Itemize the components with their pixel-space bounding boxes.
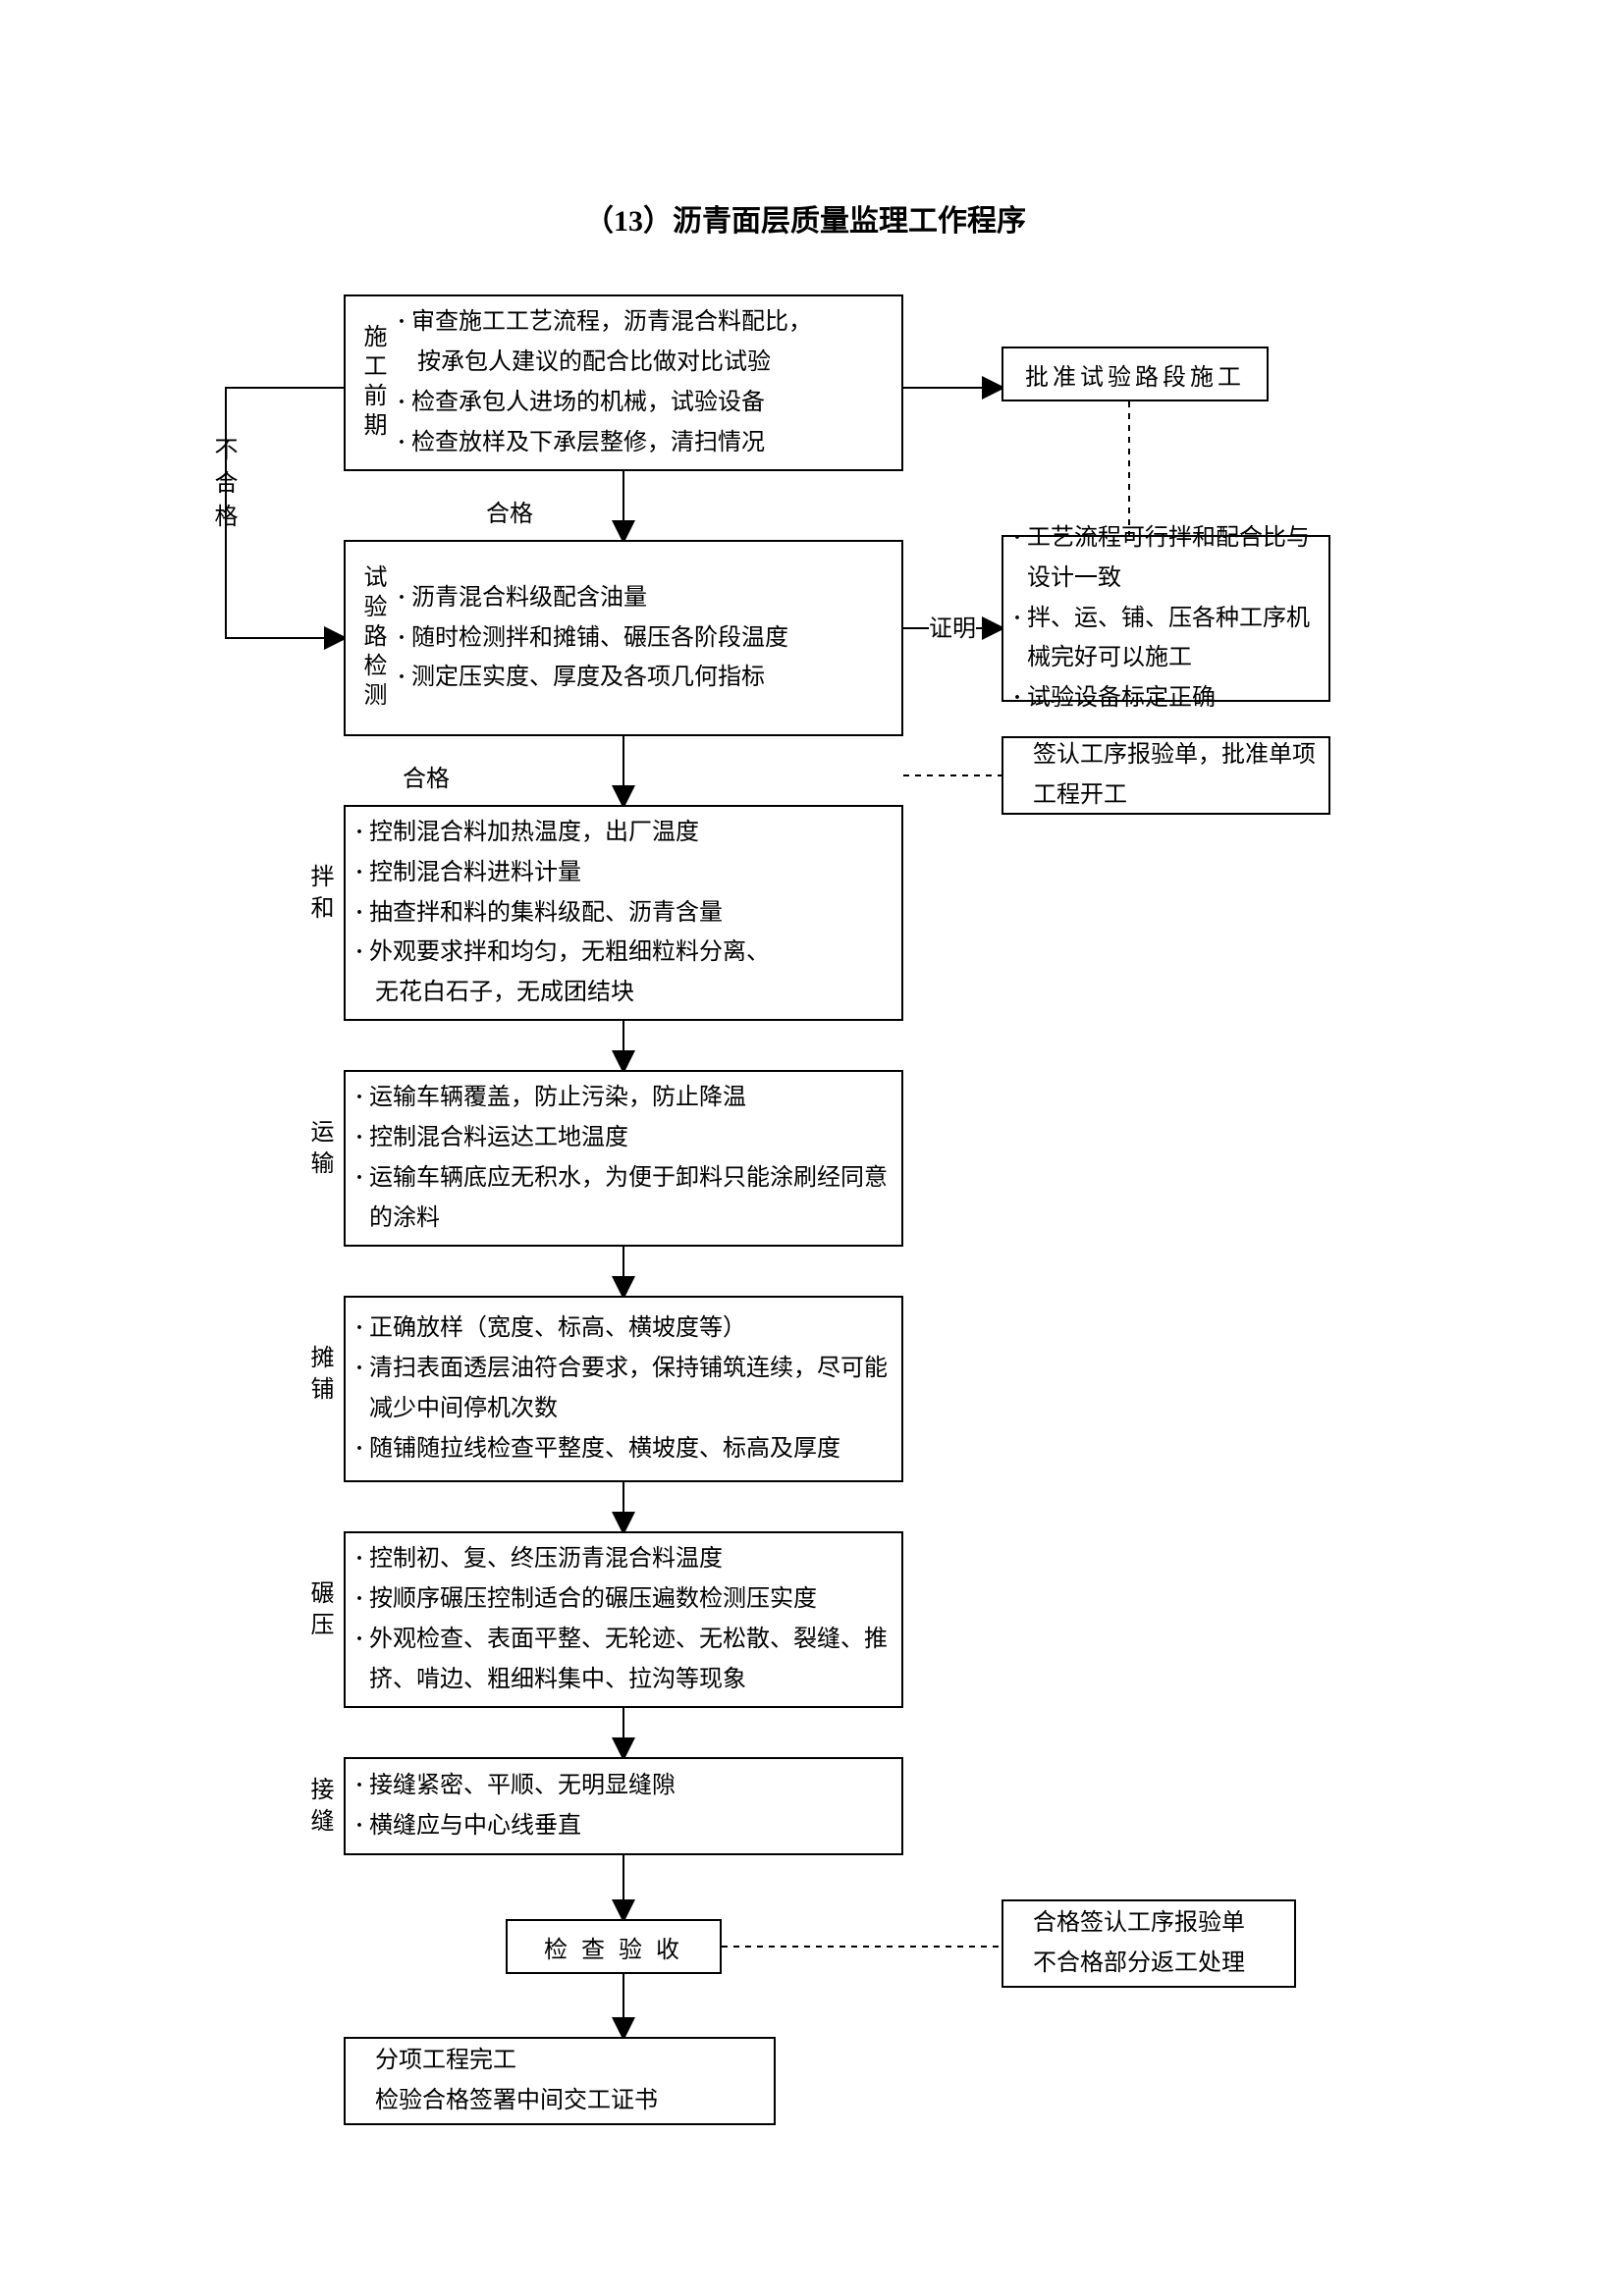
node-body: 分项工程完工检验合格签署中间交工证书 bbox=[355, 2047, 764, 2115]
node-line: 抽查拌和料的集料级配、沥青含量 bbox=[355, 893, 892, 934]
page-title: （13）沥青面层质量监理工作程序 bbox=[491, 196, 1119, 240]
node-body: 正确放样（宽度、标高、横坡度等）清扫表面透层油符合要求，保持铺筑连续，尽可能减少… bbox=[355, 1306, 892, 1472]
flow-node-n2: 试验路检测沥青混合料级配含油量随时检测拌和摊铺、碾压各阶段温度测定压实度、厚度及… bbox=[344, 540, 903, 736]
flow-node-n8: 检 查 验 收 bbox=[506, 1919, 722, 1974]
node-body: 运输车辆覆盖，防止污染，防止降温控制混合料运达工地温度运输车辆底应无积水，为便于… bbox=[355, 1080, 892, 1237]
flow-node-n2r2: 签认工序报验单，批准单项工程开工 bbox=[1001, 736, 1330, 815]
node-vertical-label-outside: 碾压 bbox=[302, 1580, 337, 1643]
node-body: 接缝紧密、平顺、无明显缝隙横缝应与中心线垂直 bbox=[355, 1767, 892, 1845]
node-body: 合格签认工序报验单不合格部分返工处理 bbox=[1013, 1909, 1284, 1978]
flow-node-n2r: 工艺流程可行拌和配合比与设计一致拌、运、铺、压各种工序机械完好可以施工试验设备标… bbox=[1001, 535, 1330, 702]
node-line: 沥青混合料级配含油量 bbox=[398, 578, 892, 618]
node-line: 签认工序报验单，批准单项工程开工 bbox=[1013, 735, 1319, 816]
node-line: 拌、运、铺、压各种工序机械完好可以施工 bbox=[1013, 599, 1319, 679]
node-label: 检 查 验 收 bbox=[544, 1930, 683, 1964]
node-line: 外观要求拌和均匀，无粗细粒料分离、 bbox=[355, 933, 892, 973]
node-vertical-label: 试验路检测 bbox=[355, 550, 390, 726]
flow-node-n9: 分项工程完工检验合格签署中间交工证书 bbox=[344, 2037, 776, 2125]
node-line: 运输车辆底应无积水，为便于卸料只能涂刷经同意的涂料 bbox=[355, 1158, 892, 1239]
node-body: 控制混合料加热温度，出厂温度控制混合料进料计量抽查拌和料的集料级配、沥青含量外观… bbox=[355, 815, 892, 1011]
flow-node-n1r: 批准试验路段施工 bbox=[1001, 347, 1269, 401]
node-line: 接缝紧密、平顺、无明显缝隙 bbox=[355, 1766, 892, 1806]
flow-node-n1: 施工前期审查施工工艺流程，沥青混合料配比，按承包人建议的配合比做对比试验检查承包… bbox=[344, 294, 903, 471]
node-line: 控制混合料进料计量 bbox=[355, 853, 892, 893]
node-line: 审查施工工艺流程，沥青混合料配比， bbox=[398, 302, 892, 343]
flow-node-n8r: 合格签认工序报验单不合格部分返工处理 bbox=[1001, 1899, 1296, 1988]
flow-node-n7: 接缝紧密、平顺、无明显缝隙横缝应与中心线垂直 bbox=[344, 1757, 903, 1855]
node-line: 横缝应与中心线垂直 bbox=[355, 1806, 892, 1846]
edge-label-e1: 合格 bbox=[486, 494, 533, 528]
node-line: 按顺序碾压控制适合的碾压遍数检测压实度 bbox=[355, 1579, 892, 1620]
node-line: 检查放样及下承层整修，清扫情况 bbox=[398, 423, 892, 463]
node-line: 试验设备标定正确 bbox=[1013, 678, 1319, 719]
node-body: 审查施工工艺流程，沥青混合料配比，按承包人建议的配合比做对比试验检查承包人进场的… bbox=[398, 304, 892, 461]
node-vertical-label-outside: 摊铺 bbox=[302, 1345, 337, 1408]
node-body: 沥青混合料级配含油量随时检测拌和摊铺、碾压各阶段温度测定压实度、厚度及各项几何指… bbox=[398, 550, 892, 726]
node-line: 清扫表面透层油符合要求，保持铺筑连续，尽可能减少中间停机次数 bbox=[355, 1349, 892, 1429]
flow-node-n6: 控制初、复、终压沥青混合料温度按顺序碾压控制适合的碾压遍数检测压实度外观检查、表… bbox=[344, 1531, 903, 1708]
node-line: 控制混合料加热温度，出厂温度 bbox=[355, 813, 892, 853]
node-line: 正确放样（宽度、标高、横坡度等） bbox=[355, 1308, 892, 1349]
node-line: 外观检查、表面平整、无轮迹、无松散、裂缝、推挤、啃边、粗细料集中、拉沟等现象 bbox=[355, 1620, 892, 1700]
node-vertical-label-outside: 接缝 bbox=[302, 1777, 337, 1840]
edge-label-e2: 合格 bbox=[403, 759, 450, 793]
node-line: 合格签认工序报验单 bbox=[1013, 1903, 1284, 1944]
node-line: 分项工程完工 bbox=[355, 2041, 764, 2081]
node-vertical-label: 施工前期 bbox=[355, 304, 390, 461]
node-line: 检查承包人进场的机械，试验设备 bbox=[398, 383, 892, 423]
flow-node-n5: 正确放样（宽度、标高、横坡度等）清扫表面透层油符合要求，保持铺筑连续，尽可能减少… bbox=[344, 1296, 903, 1482]
node-line: 控制混合料运达工地温度 bbox=[355, 1118, 892, 1158]
node-line: 检验合格签署中间交工证书 bbox=[355, 2081, 764, 2121]
flow-node-n4: 运输车辆覆盖，防止污染，防止降温控制混合料运达工地温度运输车辆底应无积水，为便于… bbox=[344, 1070, 903, 1247]
node-line: 测定压实度、厚度及各项几何指标 bbox=[398, 658, 892, 698]
node-label: 批准试验路段施工 bbox=[1025, 357, 1245, 392]
flowchart-canvas: （13）沥青面层质量监理工作程序 施工前期审查施工工艺流程，沥青混合料配比，按承… bbox=[0, 0, 1624, 2296]
node-line: 不合格部分返工处理 bbox=[1013, 1944, 1284, 1984]
node-line: 控制初、复、终压沥青混合料温度 bbox=[355, 1539, 892, 1579]
node-line: 工艺流程可行拌和配合比与设计一致 bbox=[1013, 518, 1319, 599]
node-body: 签认工序报验单，批准单项工程开工 bbox=[1013, 746, 1319, 805]
node-vertical-label-outside: 运输 bbox=[302, 1119, 337, 1182]
node-line: 按承包人建议的配合比做对比试验 bbox=[398, 343, 892, 383]
flow-node-n3: 控制混合料加热温度，出厂温度控制混合料进料计量抽查拌和料的集料级配、沥青含量外观… bbox=[344, 805, 903, 1021]
node-line: 无花白石子，无成团结块 bbox=[355, 973, 892, 1013]
node-body: 控制初、复、终压沥青混合料温度按顺序碾压控制适合的碾压遍数检测压实度外观检查、表… bbox=[355, 1541, 892, 1698]
node-line: 随铺随拉线检查平整度、横坡度、标高及厚度 bbox=[355, 1429, 892, 1469]
node-line: 随时检测拌和摊铺、碾压各阶段温度 bbox=[398, 618, 892, 659]
free-vlabel-reject: 不合格 bbox=[206, 437, 241, 537]
node-line: 运输车辆覆盖，防止污染，防止降温 bbox=[355, 1078, 892, 1118]
node-body: 工艺流程可行拌和配合比与设计一致拌、运、铺、压各种工序机械完好可以施工试验设备标… bbox=[1013, 545, 1319, 692]
edge-label-e3: 证明 bbox=[929, 609, 976, 643]
node-vertical-label-outside: 拌和 bbox=[302, 864, 337, 927]
